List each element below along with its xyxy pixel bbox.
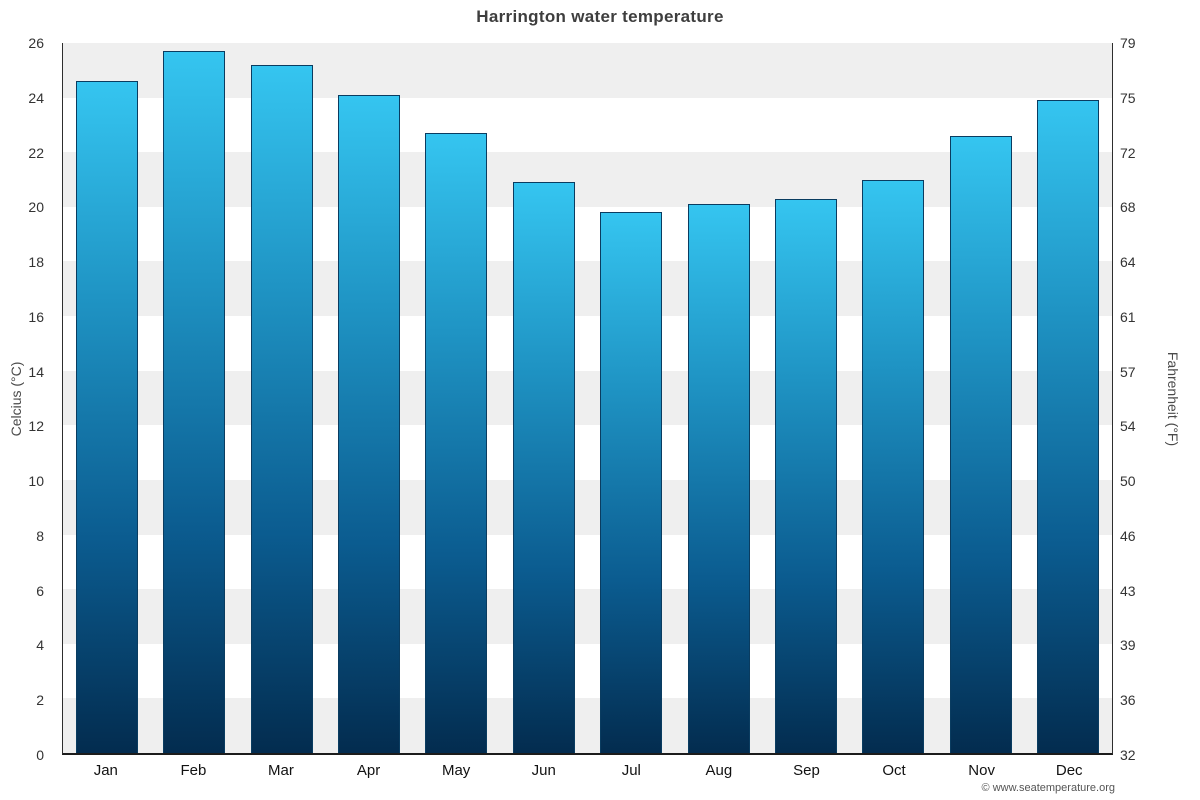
bar-sep bbox=[775, 198, 838, 753]
x-tick-label-jan: Jan bbox=[93, 762, 118, 779]
background-band bbox=[63, 479, 1112, 535]
x-tick-label-feb: Feb bbox=[180, 762, 207, 779]
y-tick-label-celsius: 2 bbox=[36, 692, 44, 709]
y-tick-label-celsius: 24 bbox=[28, 89, 44, 106]
x-tick-label-jul: Jul bbox=[621, 762, 641, 779]
bar-oct bbox=[862, 179, 925, 753]
bar-jun bbox=[512, 182, 575, 753]
y-tick-label-fahrenheit: 39 bbox=[1120, 637, 1136, 654]
plot-area bbox=[62, 43, 1113, 755]
y-tick-label-celsius: 18 bbox=[28, 254, 44, 271]
y-axis-ticks-celsius: 0 2 4 6 8 10 12 14 16 18 20 22 24 26 bbox=[0, 36, 54, 762]
y-tick-label-fahrenheit: 79 bbox=[1120, 35, 1136, 51]
y-tick-label-celsius: 0 bbox=[36, 747, 44, 763]
y-tick-label-fahrenheit: 75 bbox=[1120, 89, 1136, 106]
bar-nov bbox=[949, 135, 1012, 753]
bar-feb bbox=[163, 51, 226, 753]
y-tick-label-fahrenheit: 50 bbox=[1120, 473, 1136, 490]
x-tick-label-sep: Sep bbox=[793, 762, 820, 779]
y-tick-label-fahrenheit: 61 bbox=[1120, 308, 1136, 325]
x-tick-label-may: May bbox=[441, 762, 471, 779]
bar-aug bbox=[687, 204, 750, 753]
chart-title: Harrington water temperature bbox=[476, 7, 724, 26]
y-tick-label-fahrenheit: 54 bbox=[1120, 418, 1136, 435]
x-tick-label-dec: Dec bbox=[1055, 762, 1083, 779]
y-tick-label-celsius: 20 bbox=[28, 199, 44, 216]
background-bands bbox=[63, 43, 1112, 753]
background-band bbox=[63, 589, 1112, 644]
y-tick-label-celsius: 8 bbox=[36, 527, 44, 544]
x-tick-label-nov: Nov bbox=[968, 762, 995, 779]
bar-mar bbox=[250, 64, 313, 753]
x-axis-labels: Jan Feb Mar Apr May Jun Jul Aug Sep Oct Nov Dec bbox=[62, 760, 1113, 786]
bar-jul bbox=[600, 212, 663, 753]
y-tick-label-celsius: 22 bbox=[28, 144, 44, 161]
bars-container bbox=[63, 43, 1112, 753]
y-tick-label-fahrenheit: 57 bbox=[1120, 363, 1136, 380]
bar-apr bbox=[337, 94, 400, 753]
y-tick-label-fahrenheit: 32 bbox=[1120, 747, 1136, 763]
background-band bbox=[63, 152, 1112, 207]
x-tick-label-oct: Oct bbox=[882, 762, 906, 779]
y-tick-label-celsius: 4 bbox=[36, 637, 44, 654]
y-tick-label-celsius: 6 bbox=[36, 582, 44, 599]
y-tick-label-fahrenheit: 36 bbox=[1120, 692, 1136, 709]
y-tick-label-fahrenheit: 43 bbox=[1120, 582, 1136, 599]
background-band bbox=[63, 698, 1112, 753]
background-band bbox=[63, 43, 1112, 98]
bar-may bbox=[425, 133, 488, 753]
x-tick-label-jun: Jun bbox=[531, 762, 556, 779]
y-tick-label-celsius: 12 bbox=[28, 418, 44, 435]
copyright-text: © www.seatemperature.org bbox=[981, 782, 1115, 794]
y-tick-label-fahrenheit: 46 bbox=[1120, 527, 1136, 544]
y-tick-label-fahrenheit: 72 bbox=[1120, 144, 1136, 161]
y-tick-label-celsius: 10 bbox=[28, 473, 44, 490]
y-tick-label-fahrenheit: 64 bbox=[1120, 254, 1136, 271]
background-band bbox=[63, 261, 1112, 317]
y-tick-label-celsius: 26 bbox=[28, 35, 44, 51]
y-tick-label-celsius: 16 bbox=[28, 308, 44, 325]
bar-dec bbox=[1037, 100, 1100, 753]
background-band bbox=[63, 370, 1112, 426]
y-axis-ticks-fahrenheit: 32 36 39 43 46 50 54 57 61 64 68 72 75 79 bbox=[1120, 36, 1180, 762]
x-tick-label-aug: Aug bbox=[705, 762, 733, 779]
y-tick-label-fahrenheit: 68 bbox=[1120, 199, 1136, 216]
bar-jan bbox=[75, 81, 138, 753]
y-tick-label-celsius: 14 bbox=[28, 363, 44, 380]
x-tick-label-mar: Mar bbox=[268, 762, 294, 779]
x-tick-label-apr: Apr bbox=[356, 762, 381, 779]
